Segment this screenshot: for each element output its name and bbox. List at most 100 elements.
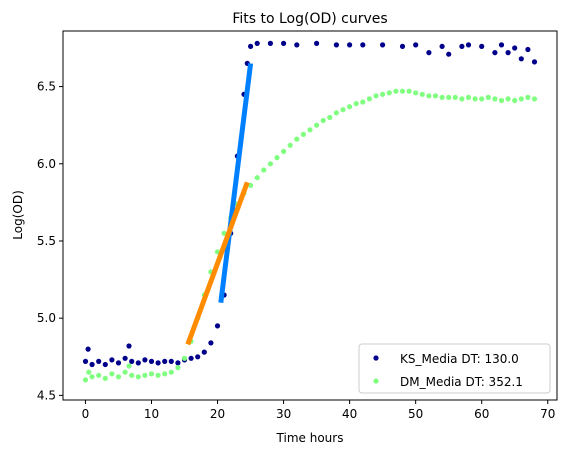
data-point — [426, 50, 432, 56]
data-point — [188, 355, 194, 361]
data-point — [393, 88, 399, 94]
data-point — [505, 50, 511, 56]
y-tick-label: 6.0 — [37, 157, 56, 171]
data-point — [347, 104, 353, 110]
x-tick-label: 10 — [144, 407, 159, 421]
data-point — [446, 94, 452, 100]
data-point — [300, 131, 306, 137]
data-point — [129, 358, 135, 364]
data-point — [155, 372, 161, 378]
series-ks-media — [82, 40, 538, 368]
data-point — [267, 40, 273, 47]
data-point — [115, 360, 122, 366]
fit-line-2 — [185, 181, 250, 346]
data-point — [360, 99, 366, 105]
data-point — [294, 42, 300, 48]
data-point — [122, 369, 128, 375]
data-point — [96, 358, 102, 364]
data-point — [360, 42, 366, 48]
x-tick-label: 30 — [276, 407, 291, 421]
data-point — [485, 94, 491, 100]
data-point — [380, 42, 386, 48]
data-point — [498, 97, 505, 104]
data-point — [498, 42, 505, 48]
data-point — [505, 96, 511, 102]
data-point — [148, 371, 155, 377]
legend-box — [358, 343, 551, 394]
data-point — [439, 94, 445, 100]
data-point — [89, 361, 95, 368]
data-point — [126, 343, 132, 349]
legend-label-ks-media: KS_Media DT: 130.0 — [400, 352, 519, 366]
data-point — [465, 94, 472, 100]
data-point — [314, 40, 320, 47]
y-tick-label: 5.0 — [37, 311, 56, 325]
data-point — [122, 355, 128, 361]
data-point — [162, 358, 168, 364]
data-point — [333, 42, 339, 48]
y-axis-label: Log(OD) — [11, 190, 25, 239]
data-point — [102, 375, 108, 381]
x-tick-label: 20 — [210, 407, 225, 421]
data-point — [512, 45, 518, 51]
data-point — [419, 91, 425, 97]
data-point — [373, 93, 379, 99]
data-point — [314, 122, 320, 128]
fit-line-1 — [218, 63, 254, 304]
data-point — [531, 59, 538, 65]
plot-area — [63, 31, 557, 400]
data-point — [254, 175, 260, 181]
data-point — [89, 374, 95, 380]
data-point — [439, 43, 445, 50]
plot-frame — [62, 30, 558, 401]
data-point — [168, 358, 174, 364]
data-point — [162, 371, 168, 377]
x-tick-label: 60 — [474, 407, 489, 421]
y-axis: 4.5 5.0 5.5 6.0 6.5 — [37, 80, 63, 402]
legend-label-dm-media: DM_Media DT: 352.1 — [400, 375, 523, 389]
data-point — [406, 88, 412, 94]
x-tick-label: 40 — [342, 407, 357, 421]
x-tick-label: 50 — [408, 407, 423, 421]
x-axis-label: Time hours — [276, 431, 344, 445]
y-tick-label: 6.5 — [37, 80, 56, 94]
data-point — [201, 349, 207, 355]
data-point — [531, 96, 538, 102]
data-point — [340, 107, 346, 113]
data-point — [148, 358, 155, 364]
data-point — [479, 96, 485, 102]
data-point — [492, 96, 498, 102]
data-point — [426, 93, 432, 99]
data-point — [109, 357, 115, 363]
data-point — [432, 93, 439, 99]
data-point — [115, 374, 122, 380]
data-point — [135, 374, 141, 380]
data-point — [479, 43, 485, 50]
data-point — [512, 97, 518, 104]
data-point — [380, 91, 386, 97]
data-point — [82, 358, 89, 364]
data-point — [208, 340, 214, 346]
data-point — [353, 101, 359, 107]
data-point — [366, 96, 372, 102]
data-point — [142, 372, 148, 378]
data-point — [320, 117, 326, 124]
data-point — [281, 40, 287, 47]
data-point — [267, 161, 273, 167]
data-point — [102, 361, 108, 368]
data-point — [135, 360, 141, 366]
data-point — [446, 51, 452, 57]
data-point — [168, 369, 174, 375]
x-axis: 0 10 20 30 40 50 60 70 — [82, 400, 555, 421]
data-point — [248, 43, 254, 50]
data-point — [492, 50, 498, 56]
data-point — [465, 42, 472, 48]
data-point — [413, 90, 419, 96]
data-point — [214, 323, 221, 329]
legend-marker-dm-media — [373, 378, 379, 384]
x-tick-label: 70 — [540, 407, 555, 421]
data-point — [472, 96, 478, 102]
data-point — [195, 354, 201, 360]
data-point — [109, 371, 115, 377]
